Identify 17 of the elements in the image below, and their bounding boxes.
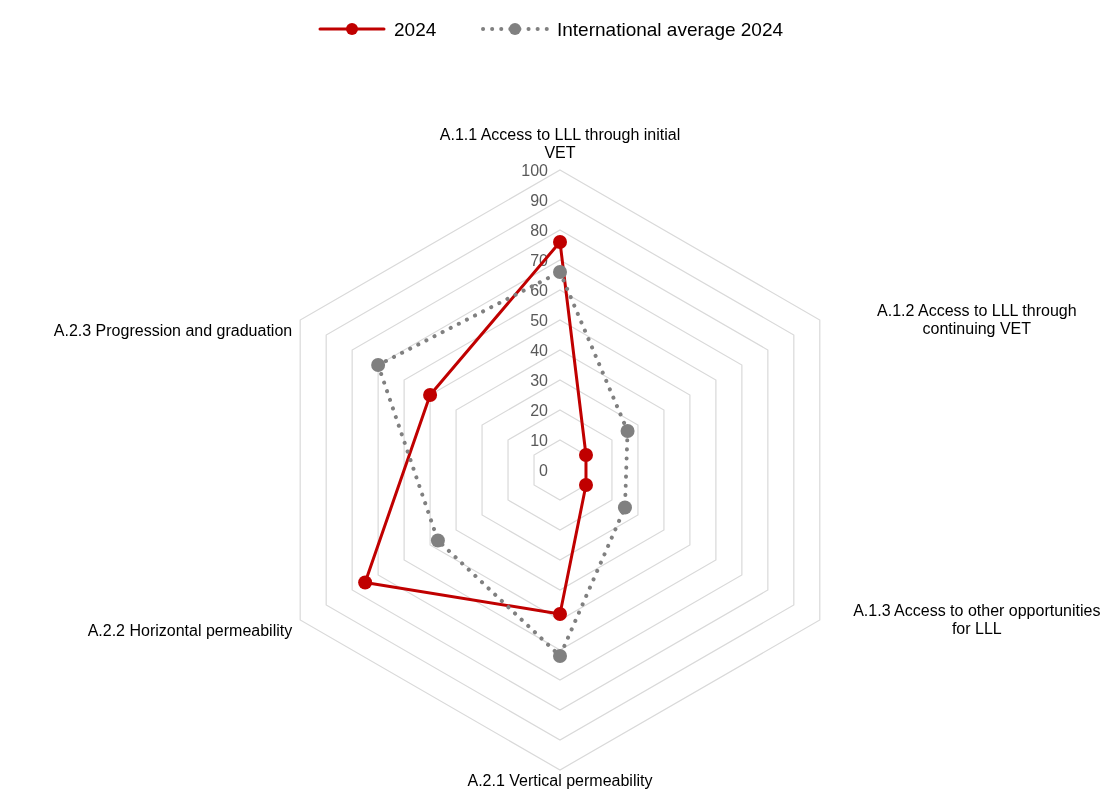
y-tick-label: 90 — [530, 192, 549, 209]
y-tick-label: 20 — [530, 402, 549, 419]
spoke-label: A.2.2 Horizontal permeability — [87, 622, 293, 639]
spoke-label: A.2.3 Progression and graduation — [53, 322, 293, 339]
spoke-label: A.1.2 Access to LLL through continuing VET — [877, 302, 1077, 337]
y-tick-label: 10 — [530, 432, 549, 449]
y-tick-label: 30 — [530, 372, 549, 389]
spoke-label: A.1.3 Access to other opportunities for LLL — [853, 602, 1101, 637]
legend-label: International average 2024 — [557, 19, 784, 40]
y-tick-label: 80 — [530, 222, 549, 239]
y-tick-label: 100 — [521, 162, 549, 179]
y-tick-label: 40 — [530, 342, 549, 359]
legend-label: 2024 — [394, 19, 437, 40]
spoke-label: A.2.1 Vertical permeability — [467, 772, 653, 789]
y-tick-label: 0 — [539, 462, 549, 479]
spoke-label: A.1.1 Access to LLL through initial VET — [439, 126, 681, 161]
y-tick-label: 50 — [530, 312, 549, 329]
